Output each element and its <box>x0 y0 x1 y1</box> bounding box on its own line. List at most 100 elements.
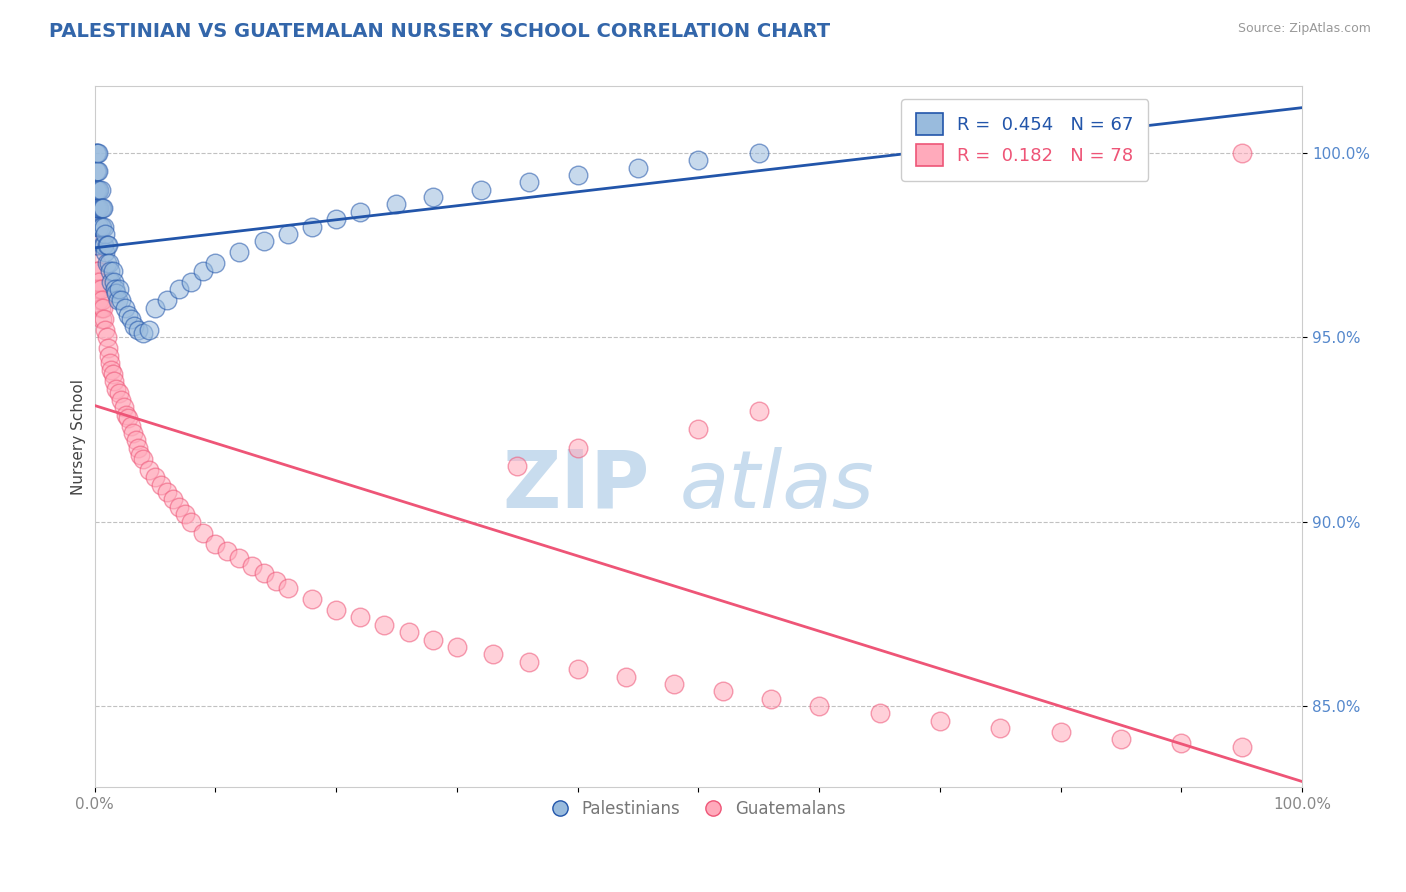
Point <box>253 234 276 248</box>
Point <box>301 592 323 607</box>
Point <box>100 275 122 289</box>
Point <box>120 418 142 433</box>
Point <box>86 145 108 160</box>
Point <box>90 201 112 215</box>
Point <box>143 470 166 484</box>
Point <box>97 341 120 355</box>
Point <box>104 282 127 296</box>
Point <box>138 323 160 337</box>
Point <box>869 706 891 721</box>
Point <box>84 183 107 197</box>
Point <box>228 551 250 566</box>
Point <box>240 558 263 573</box>
Point <box>127 323 149 337</box>
Point <box>86 183 108 197</box>
Point <box>94 323 117 337</box>
Point <box>98 256 121 270</box>
Point <box>470 183 492 197</box>
Point <box>86 238 108 252</box>
Point <box>117 411 139 425</box>
Point <box>91 238 114 252</box>
Point <box>98 356 121 370</box>
Point <box>124 434 146 448</box>
Point <box>84 256 107 270</box>
Point <box>301 219 323 234</box>
Point <box>93 238 115 252</box>
Point <box>107 385 129 400</box>
Point <box>928 714 950 728</box>
Point <box>627 161 650 175</box>
Point <box>93 311 115 326</box>
Point <box>107 293 129 308</box>
Point <box>688 422 710 436</box>
Point <box>167 500 190 514</box>
Point <box>91 301 114 315</box>
Point <box>89 201 111 215</box>
Point <box>162 492 184 507</box>
Point <box>90 282 112 296</box>
Point <box>180 275 202 289</box>
Point <box>87 145 110 160</box>
Legend: Palestinians, Guatemalans: Palestinians, Guatemalans <box>544 793 852 824</box>
Point <box>325 603 347 617</box>
Point <box>94 227 117 241</box>
Point <box>193 525 215 540</box>
Point <box>228 245 250 260</box>
Point <box>105 285 128 300</box>
Point <box>124 319 146 334</box>
Point <box>93 219 115 234</box>
Point <box>193 264 215 278</box>
Point <box>110 392 132 407</box>
Point <box>385 197 408 211</box>
Point <box>567 441 589 455</box>
Point <box>127 441 149 455</box>
Point <box>567 662 589 676</box>
Point <box>506 459 529 474</box>
Text: ZIP: ZIP <box>503 447 650 524</box>
Point <box>174 507 197 521</box>
Point <box>217 544 239 558</box>
Point <box>84 201 107 215</box>
Point <box>122 426 145 441</box>
Point <box>253 566 276 581</box>
Point <box>1109 732 1132 747</box>
Point <box>98 349 121 363</box>
Point <box>349 610 371 624</box>
Point <box>1170 736 1192 750</box>
Point <box>96 256 118 270</box>
Point <box>138 463 160 477</box>
Point <box>132 451 155 466</box>
Point <box>100 363 122 377</box>
Point <box>89 275 111 289</box>
Point <box>204 537 226 551</box>
Point <box>90 183 112 197</box>
Point <box>422 190 444 204</box>
Point <box>90 293 112 308</box>
Point <box>87 201 110 215</box>
Point <box>1230 145 1253 160</box>
Point <box>86 201 108 215</box>
Point <box>84 164 107 178</box>
Point <box>325 212 347 227</box>
Point <box>84 238 107 252</box>
Point <box>115 408 138 422</box>
Point <box>129 448 152 462</box>
Point <box>349 204 371 219</box>
Point <box>84 145 107 160</box>
Point <box>180 515 202 529</box>
Point <box>98 264 121 278</box>
Point <box>988 721 1011 735</box>
Point <box>87 264 110 278</box>
Point <box>103 275 125 289</box>
Point <box>112 401 135 415</box>
Point <box>96 238 118 252</box>
Point <box>101 367 124 381</box>
Point <box>107 282 129 296</box>
Point <box>808 699 831 714</box>
Point <box>446 640 468 654</box>
Point <box>86 164 108 178</box>
Point <box>114 301 136 315</box>
Point <box>90 301 112 315</box>
Point <box>1049 724 1071 739</box>
Point <box>90 219 112 234</box>
